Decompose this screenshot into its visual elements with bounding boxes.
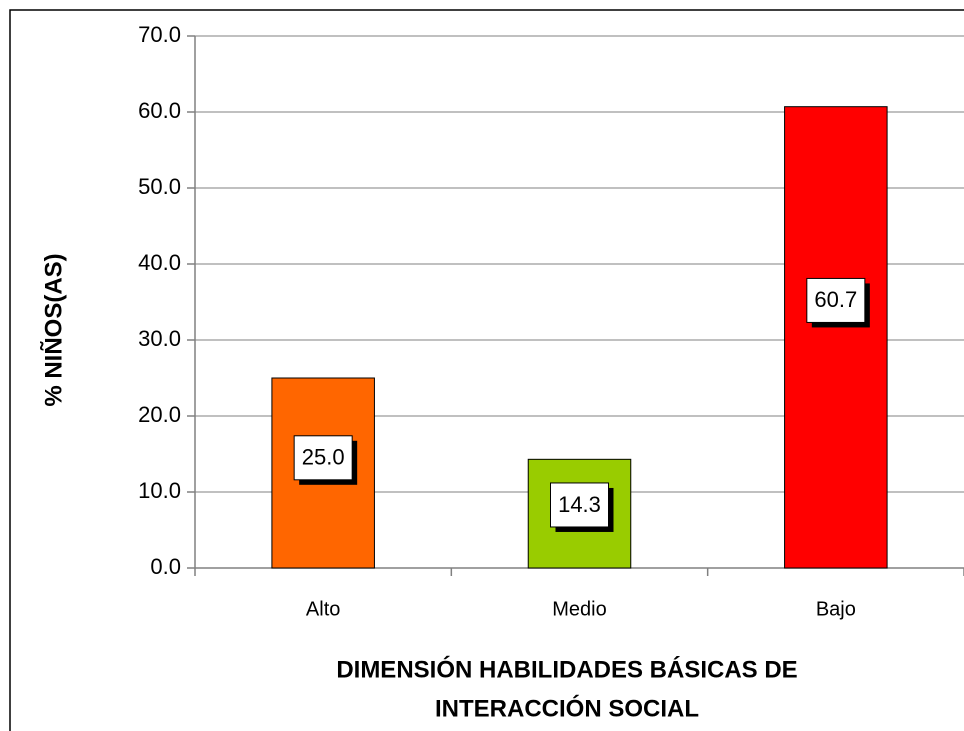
- data-label: 25.0: [302, 445, 345, 470]
- x-tick-label: Medio: [552, 598, 606, 620]
- y-tick-label: 0.0: [150, 554, 181, 579]
- data-label-box: [550, 482, 609, 528]
- x-tick-label: Bajo: [816, 598, 856, 620]
- y-tick-label: 50.0: [138, 174, 181, 199]
- y-tick-label: 20.0: [138, 402, 181, 427]
- y-tick-label: 60.0: [138, 98, 181, 123]
- y-axis-title: % NIÑOS(AS): [39, 253, 67, 406]
- data-label-box: [806, 277, 866, 323]
- data-label: 60.7: [814, 287, 857, 312]
- x-axis-title: INTERACCIÓN SOCIAL: [435, 694, 699, 722]
- y-tick-label: 10.0: [138, 478, 181, 503]
- x-tick-label: Alto: [306, 598, 340, 620]
- data-label: 14.3: [558, 492, 601, 517]
- bar: [784, 106, 888, 569]
- x-axis-title: DIMENSIÓN HABILIDADES BÁSICAS DE: [336, 655, 797, 683]
- y-tick-label: 30.0: [138, 326, 181, 351]
- data-label-box: [293, 435, 353, 481]
- y-tick-label: 40.0: [138, 250, 181, 275]
- y-tick-label: 70.0: [138, 22, 181, 47]
